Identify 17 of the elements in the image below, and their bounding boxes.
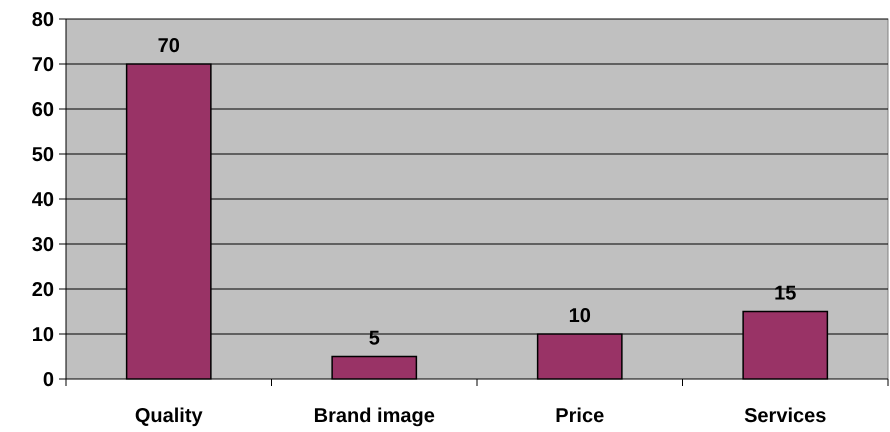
x-tick-label: Price <box>555 405 604 427</box>
y-tick-label: 60 <box>32 99 54 121</box>
x-tick-label: Quality <box>134 405 204 427</box>
data-label: 70 <box>158 35 180 57</box>
y-tick-label: 70 <box>32 54 54 76</box>
data-label: 10 <box>568 305 591 327</box>
y-tick-label: 0 <box>42 369 54 391</box>
y-tick-label: 30 <box>32 234 54 256</box>
y-tick-label: 20 <box>32 279 54 301</box>
x-tick-label: Services <box>744 405 826 427</box>
y-tick-label: 40 <box>32 189 54 211</box>
x-tick-label: Brand image <box>314 405 435 427</box>
y-tick-label: 80 <box>32 9 54 31</box>
data-label: 5 <box>368 328 380 350</box>
y-tick-label: 10 <box>32 324 54 346</box>
y-tick-label: 50 <box>32 144 54 166</box>
bar <box>331 356 418 380</box>
